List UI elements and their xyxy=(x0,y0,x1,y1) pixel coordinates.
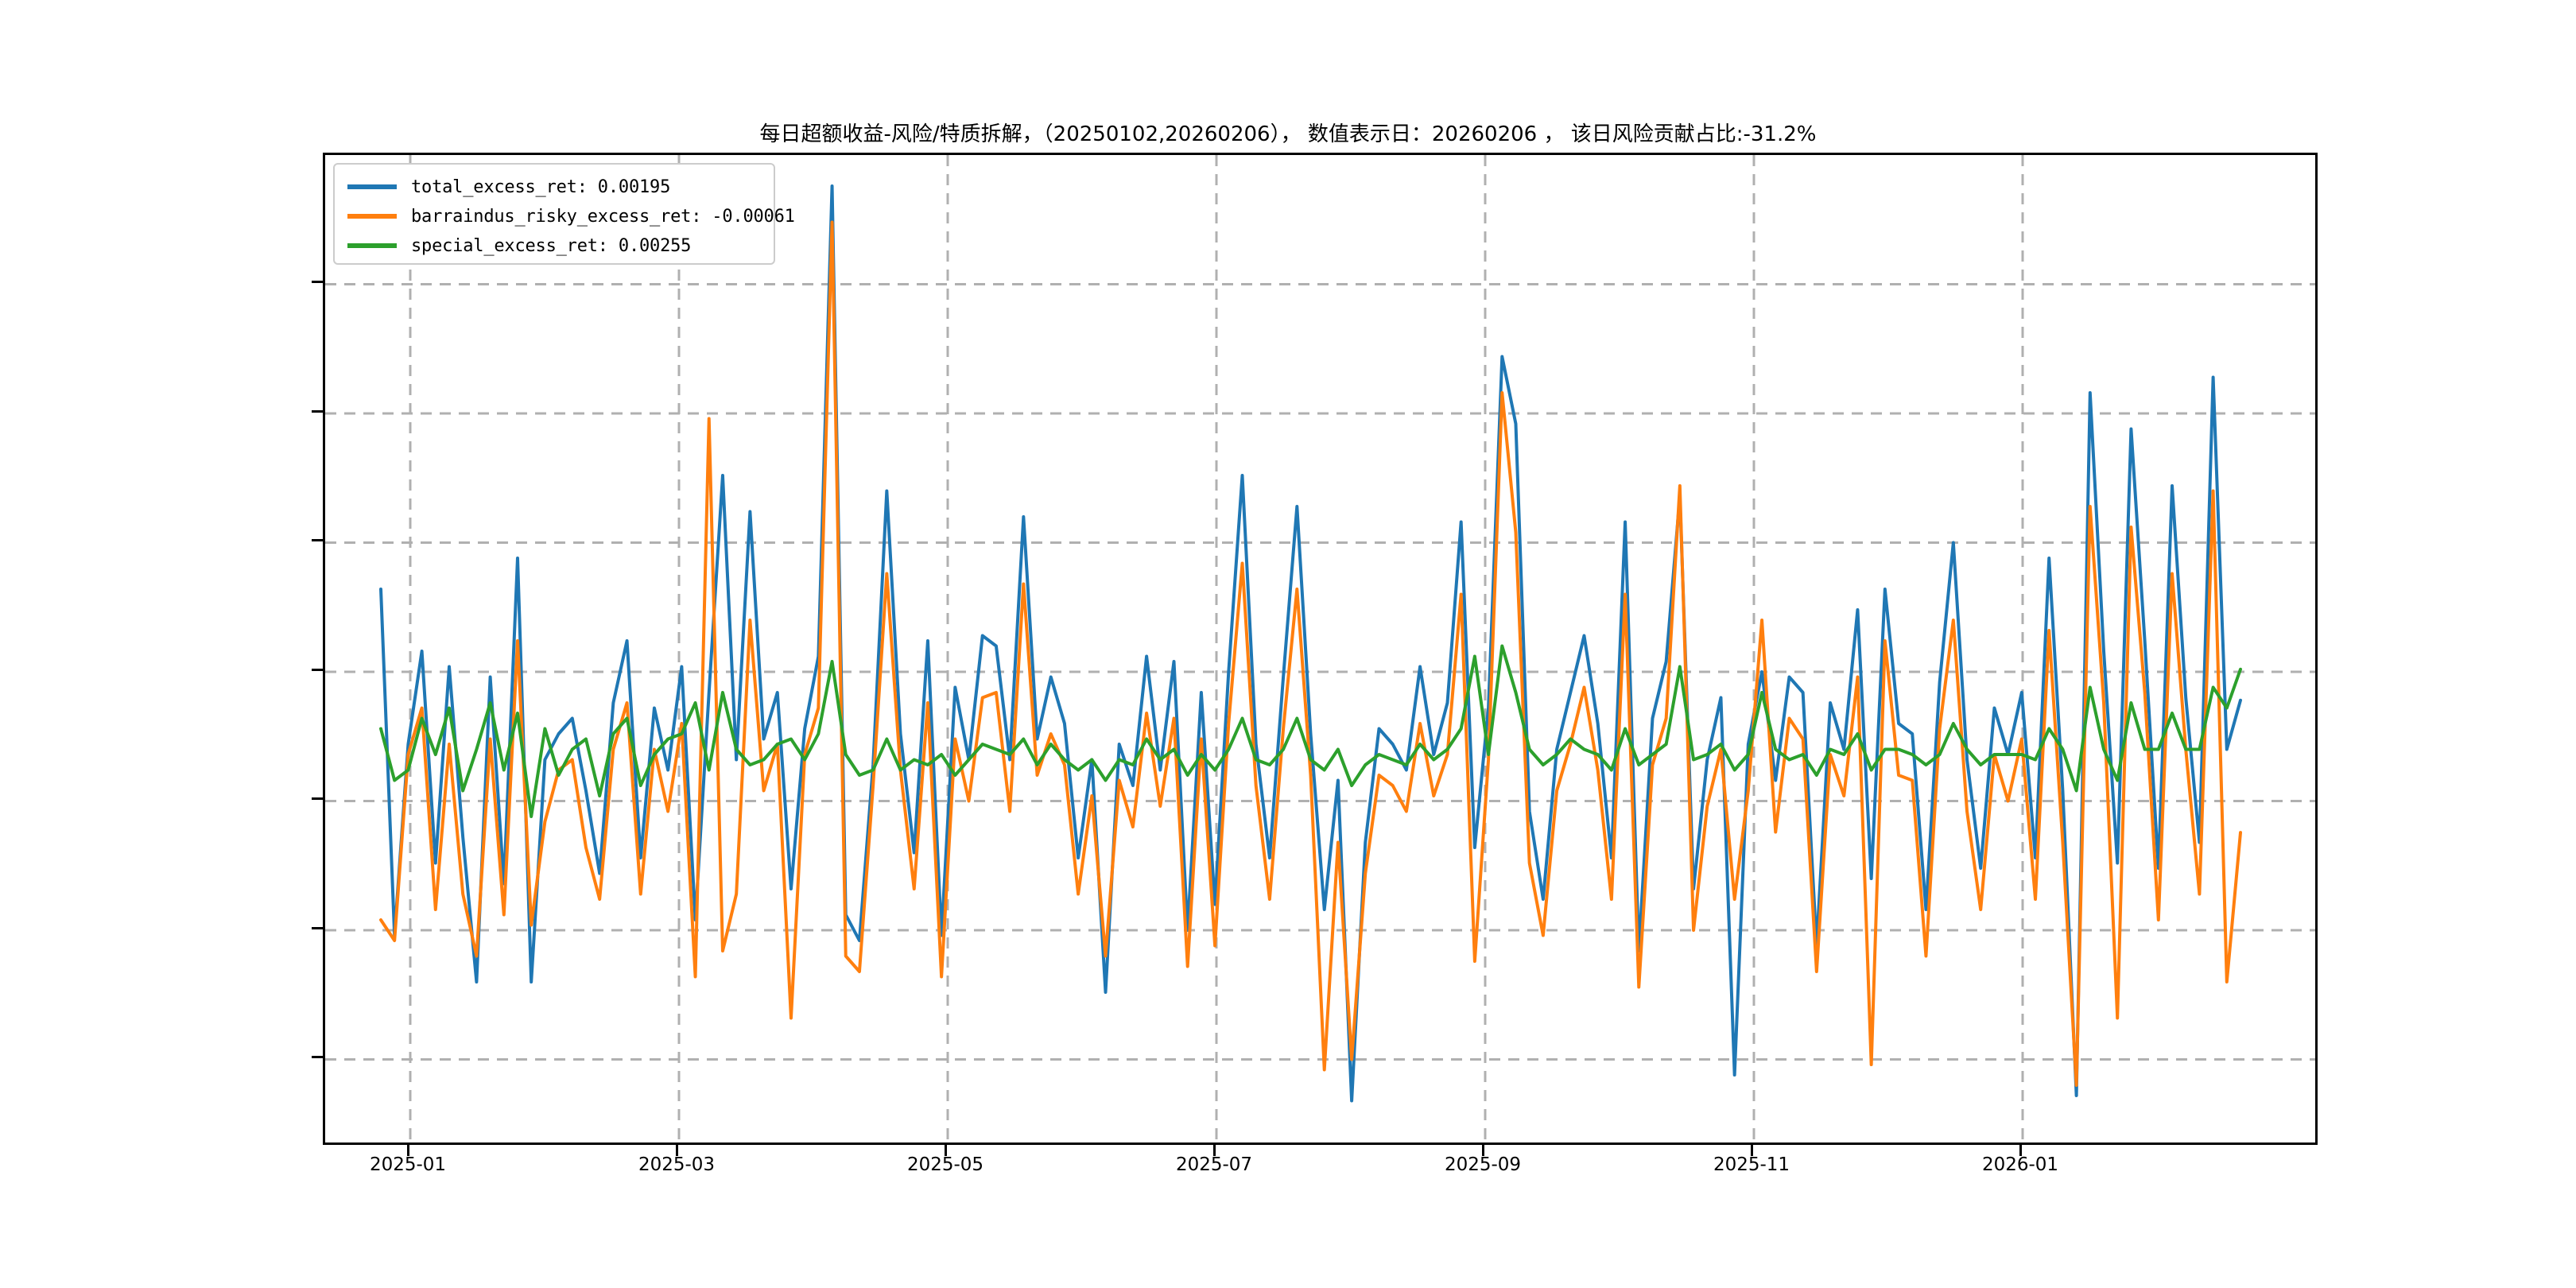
y-tick-mark xyxy=(312,409,323,413)
x-tick-label: 2025-03 xyxy=(638,1154,716,1175)
y-tick-mark xyxy=(312,797,323,800)
plot-area xyxy=(323,153,2318,1145)
line-total_excess_ret xyxy=(379,184,2242,1103)
legend-swatch-barraindus_risky_excess_ret xyxy=(347,214,397,219)
legend-swatch-special_excess_ret xyxy=(347,243,397,248)
x-gridlines xyxy=(409,155,2024,1143)
x-tick-mark xyxy=(1750,1145,1753,1156)
x-tick-mark xyxy=(1481,1145,1484,1156)
y-tick-mark xyxy=(312,539,323,541)
x-tick-label: 2026-01 xyxy=(1981,1154,2059,1175)
line-barraindus_risky_excess_ret xyxy=(379,220,2242,1087)
legend-label-barraindus_risky_excess_ret: barraindus_risky_excess_ret: -0.00061 xyxy=(411,206,795,227)
legend-item-barraindus_risky_excess_ret[interactable]: barraindus_risky_excess_ret: -0.00061 xyxy=(335,202,795,231)
x-tick-mark xyxy=(675,1145,678,1156)
legend-label-total_excess_ret: total_excess_ret: 0.00195 xyxy=(411,177,671,197)
x-tick-mark xyxy=(944,1145,947,1156)
legend-label-special_excess_ret: special_excess_ret: 0.00255 xyxy=(411,235,692,256)
legend[interactable]: total_excess_ret: 0.00195 barraindus_risk… xyxy=(333,163,795,265)
legend-swatch-total_excess_ret xyxy=(347,184,397,189)
y-tick-mark xyxy=(312,926,323,929)
y-tick-mark xyxy=(312,281,323,283)
y-gridlines xyxy=(325,283,2315,1061)
chart-title: 每日超额收益-风险/特质拆解，（20250102,20260206）， 数值表示… xyxy=(759,122,1817,146)
series-lines xyxy=(379,184,2242,1103)
x-tick-label: 2025-01 xyxy=(369,1154,447,1175)
y-tick-mark xyxy=(312,668,323,671)
legend-item-special_excess_ret[interactable]: special_excess_ret: 0.00255 xyxy=(335,231,691,260)
x-tick-mark xyxy=(1212,1145,1216,1156)
x-tick-label: 2025-05 xyxy=(906,1154,984,1175)
y-tick-mark xyxy=(312,1056,323,1058)
x-tick-mark xyxy=(406,1145,409,1156)
line-special_excess_ret xyxy=(379,644,2242,818)
legend-item-total_excess_ret[interactable]: total_excess_ret: 0.00195 xyxy=(335,173,670,201)
x-tick-mark xyxy=(2019,1145,2022,1156)
x-tick-label: 2025-11 xyxy=(1713,1154,1790,1175)
x-tick-label: 2025-07 xyxy=(1175,1154,1253,1175)
x-tick-label: 2025-09 xyxy=(1444,1154,1522,1175)
plot-svg xyxy=(325,155,2315,1143)
